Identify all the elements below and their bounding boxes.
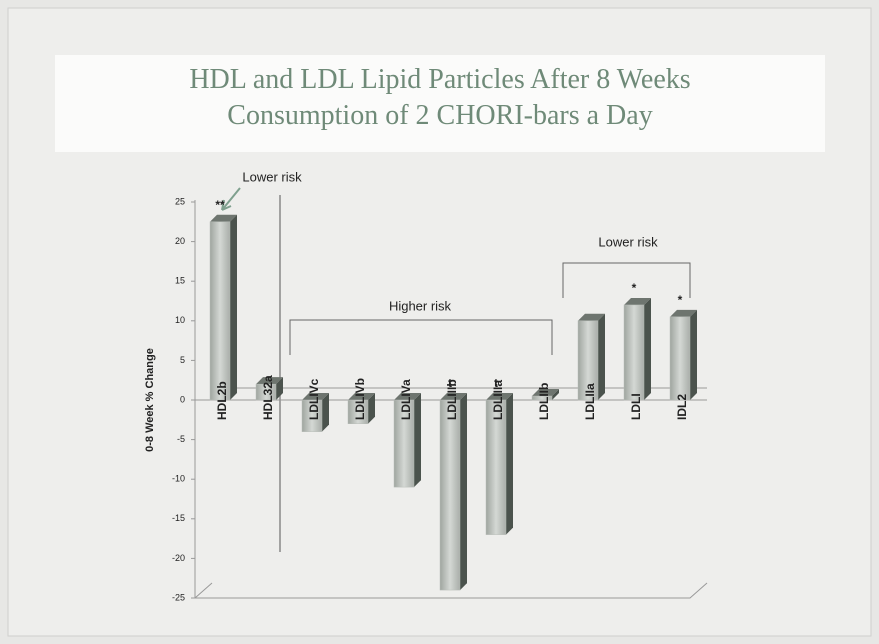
bar-top bbox=[670, 309, 697, 317]
axis-frame bbox=[194, 200, 708, 599]
bar-front bbox=[577, 320, 599, 401]
x-tick-label: LDLIVc bbox=[307, 378, 321, 420]
bar-top bbox=[210, 214, 237, 222]
y-tick-label: -5 bbox=[177, 434, 185, 444]
bar-front bbox=[255, 383, 277, 401]
bar bbox=[531, 389, 559, 401]
x-tick-label: LDLIIb bbox=[537, 383, 551, 420]
region-label: Lower risk bbox=[242, 169, 302, 184]
y-tick-label: -20 bbox=[172, 553, 185, 563]
y-tick-label: 0 bbox=[180, 394, 185, 404]
y-tick-label: -25 bbox=[172, 592, 185, 602]
bar-side bbox=[506, 393, 513, 535]
bar bbox=[347, 393, 375, 425]
annotation: t bbox=[494, 376, 498, 390]
region-label: Lower risk bbox=[598, 234, 658, 249]
bar bbox=[209, 214, 237, 401]
bar-front bbox=[623, 304, 645, 401]
bar-side bbox=[552, 389, 559, 400]
bar-front bbox=[209, 221, 231, 401]
bar-side bbox=[598, 313, 605, 400]
bar-front bbox=[347, 399, 369, 425]
bar-side bbox=[414, 393, 421, 488]
bar-front bbox=[485, 399, 507, 535]
bar-side bbox=[322, 393, 329, 432]
bar bbox=[255, 377, 283, 401]
x-tick-label: LDLIIa bbox=[583, 383, 597, 420]
bar-side bbox=[368, 393, 375, 424]
bar-side bbox=[230, 214, 237, 400]
bar-side bbox=[690, 309, 697, 400]
x-tick-label: LDLIVb bbox=[353, 378, 367, 420]
bar bbox=[301, 393, 329, 432]
bracket-higher bbox=[289, 319, 553, 355]
bar-top bbox=[394, 393, 421, 400]
y-axis-label: 0-8 Week % Change bbox=[144, 348, 156, 452]
bar-top bbox=[624, 297, 651, 305]
title-band bbox=[55, 55, 825, 152]
y-tick-label: 20 bbox=[175, 236, 185, 246]
y-tick-label: 25 bbox=[175, 196, 185, 206]
bar-top bbox=[348, 393, 375, 400]
y-tick-label: 5 bbox=[180, 355, 185, 365]
x-tick-label: HDL2b bbox=[215, 381, 229, 420]
arrow bbox=[221, 187, 241, 211]
annotation: * bbox=[678, 293, 683, 307]
bar-front bbox=[301, 399, 323, 432]
annotation: ** bbox=[215, 198, 225, 212]
bar bbox=[577, 313, 605, 401]
y-tick-label: -15 bbox=[172, 513, 185, 523]
region-label: Higher risk bbox=[389, 298, 452, 313]
bar-front bbox=[531, 395, 553, 401]
axis-depth bbox=[194, 582, 213, 599]
bar bbox=[439, 393, 467, 591]
bar-top bbox=[486, 393, 513, 400]
bar-side bbox=[276, 377, 283, 400]
y-tick-label: -10 bbox=[172, 474, 185, 484]
bar-top bbox=[578, 313, 605, 321]
x-tick-label: LDLIIIa bbox=[491, 380, 505, 420]
bar bbox=[623, 297, 651, 401]
bar bbox=[669, 309, 697, 401]
x-tick-label: LDLIVa bbox=[399, 379, 413, 420]
bar-side bbox=[644, 297, 651, 400]
bar-front bbox=[393, 399, 415, 488]
x-tick-label: HDL32a bbox=[261, 375, 275, 420]
bracket-lower bbox=[562, 262, 691, 298]
bar bbox=[393, 393, 421, 488]
bar-top bbox=[256, 377, 283, 385]
y-tick-label: 10 bbox=[175, 315, 185, 325]
x-tick-label: IDL2 bbox=[675, 394, 689, 420]
bar-top bbox=[440, 393, 467, 400]
bar-front bbox=[439, 399, 461, 591]
x-tick-label: LDLI bbox=[629, 393, 643, 420]
chart-title: HDL and LDL Lipid Particles After 8 Week… bbox=[189, 64, 690, 131]
bar bbox=[485, 393, 513, 535]
bar-side bbox=[460, 393, 467, 591]
bar-top bbox=[302, 393, 329, 400]
bar-front bbox=[669, 316, 691, 401]
y-tick-label: 15 bbox=[175, 276, 185, 286]
x-tick-label: LDLIIIb bbox=[445, 379, 459, 420]
annotation: * bbox=[632, 281, 637, 295]
annotation: t bbox=[448, 376, 452, 390]
bar-top bbox=[532, 389, 559, 397]
